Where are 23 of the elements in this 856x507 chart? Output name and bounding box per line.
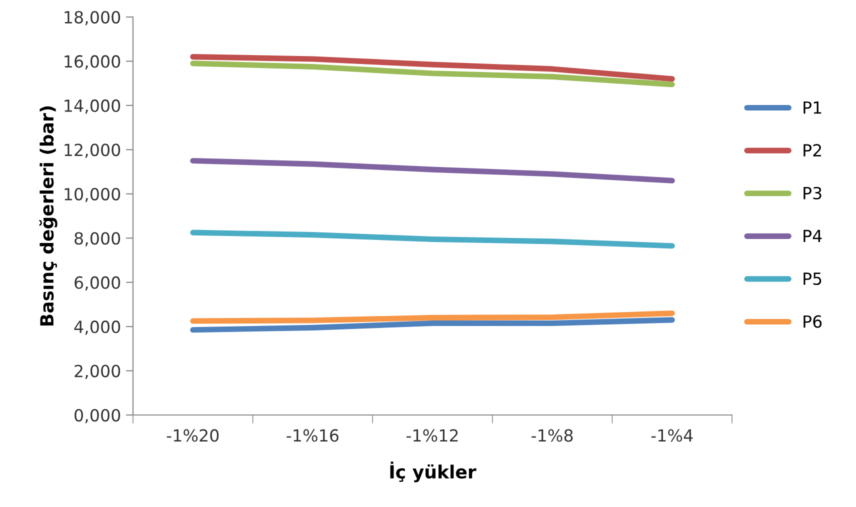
x-tick-label: -1%8 — [532, 429, 573, 442]
y-tick-label: 0,000 — [74, 408, 120, 424]
legend-label: P5 — [804, 272, 822, 286]
x-tick-label: -1%12 — [406, 429, 458, 442]
y-tick-label: 16,000 — [64, 55, 120, 70]
y-axis-title: Basınç değerleri (bar) — [39, 106, 58, 326]
legend-label: P4 — [804, 230, 822, 242]
x-tick-label: -1%20 — [166, 429, 219, 442]
y-tick-label: 18,000 — [64, 10, 120, 26]
y-tick-label: 12,000 — [64, 144, 120, 158]
y-tick-label: 2,000 — [74, 364, 120, 380]
y-tick-label: 10,000 — [64, 188, 120, 202]
legend-label: P2 — [804, 144, 821, 156]
x-tick-label: -1%4 — [651, 429, 693, 442]
legend-label: P3 — [804, 186, 822, 200]
legend-label: P6 — [804, 315, 822, 328]
x-axis-title: İç yükler — [390, 462, 476, 482]
x-tick-label: -1%16 — [286, 429, 338, 442]
y-tick-label: 6,000 — [74, 276, 120, 291]
y-tick-label: 14,000 — [64, 99, 120, 114]
y-tick-label: 8,000 — [74, 232, 120, 246]
y-tick-label: 4,000 — [74, 320, 120, 335]
legend-label: P1 — [804, 101, 822, 114]
